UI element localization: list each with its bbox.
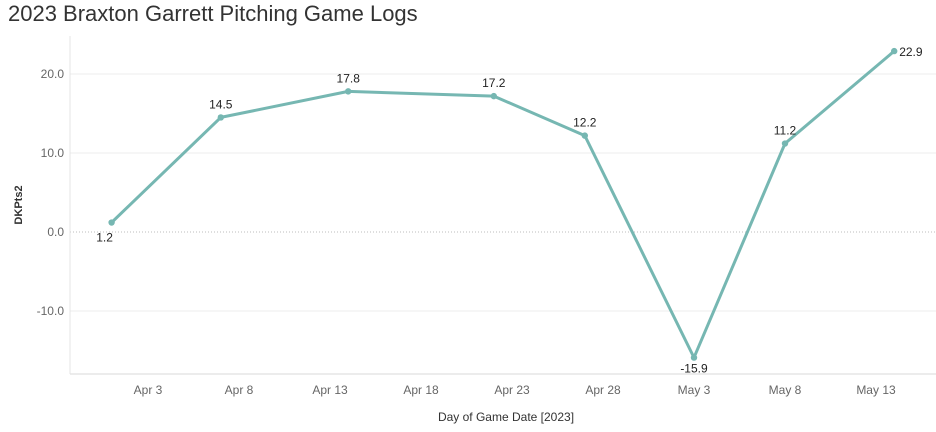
data-label: -15.9 bbox=[680, 362, 708, 376]
x-tick-label: Apr 8 bbox=[225, 383, 254, 397]
x-tick-label: May 3 bbox=[678, 383, 711, 397]
data-point[interactable] bbox=[690, 354, 698, 361]
data-label: 17.2 bbox=[482, 76, 506, 90]
series-line bbox=[110, 49, 896, 360]
y-tick-label: -10.0 bbox=[37, 304, 65, 318]
x-tick-label: May 8 bbox=[769, 383, 802, 397]
x-tick-label: Apr 23 bbox=[494, 383, 530, 397]
data-label: 14.5 bbox=[209, 97, 233, 111]
y-tick-label: 20.0 bbox=[41, 67, 65, 81]
series-layer: 1.2 14.5 17.8 17.2 12.2 -15.9 11.2 22.9 bbox=[96, 45, 923, 376]
y-axis-title: DKPts2 bbox=[13, 185, 25, 224]
x-tick-label: May 13 bbox=[856, 383, 896, 397]
data-label: 22.9 bbox=[899, 45, 923, 59]
data-point[interactable] bbox=[781, 140, 789, 147]
x-axis-title: Day of Game Date [2023] bbox=[438, 410, 574, 424]
x-tick-label: Apr 13 bbox=[312, 383, 348, 397]
y-tick-label: 10.0 bbox=[41, 146, 65, 160]
gridlines bbox=[70, 73, 936, 312]
data-point[interactable] bbox=[217, 114, 224, 121]
data-point[interactable] bbox=[108, 219, 115, 226]
x-tick-label: Apr 3 bbox=[134, 383, 163, 397]
x-tick-label: Apr 28 bbox=[585, 383, 621, 397]
data-label: 1.2 bbox=[96, 231, 113, 245]
data-point[interactable] bbox=[581, 132, 588, 139]
x-tick-label: Apr 18 bbox=[403, 383, 439, 397]
data-label: 12.2 bbox=[573, 116, 597, 130]
data-label: 17.8 bbox=[337, 71, 361, 85]
x-axis-ticks: Apr 3 Apr 8 Apr 13 Apr 18 Apr 23 Apr 28 May 3 M… bbox=[134, 383, 896, 397]
data-point[interactable] bbox=[345, 88, 352, 95]
y-tick-label: 0.0 bbox=[47, 225, 64, 239]
data-point[interactable] bbox=[490, 92, 497, 100]
chart-title: 2023 Braxton Garrett Pitching Game Logs bbox=[8, 1, 418, 26]
data-label: 11.2 bbox=[774, 124, 797, 138]
y-axis-ticks: -10.0 0.0 10.0 20.0 bbox=[37, 67, 65, 318]
data-point[interactable] bbox=[891, 47, 898, 55]
